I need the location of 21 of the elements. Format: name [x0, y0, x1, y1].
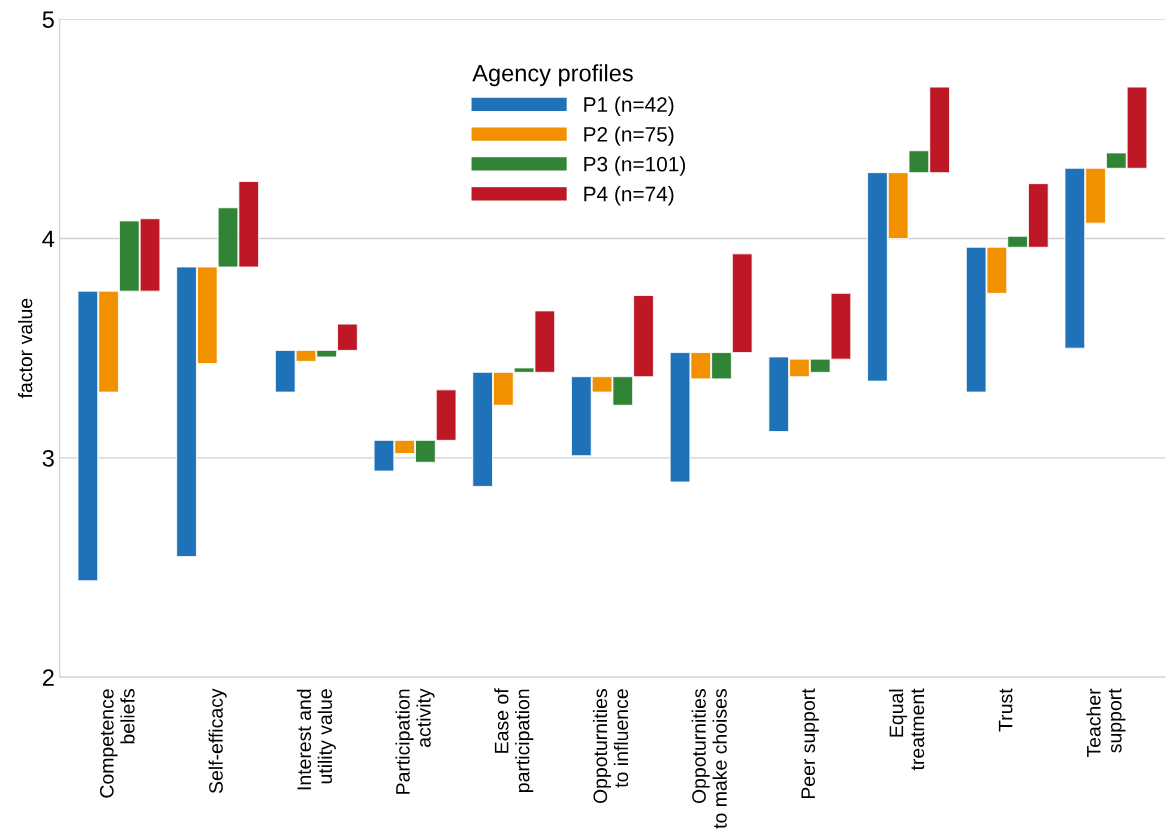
- x-tick-label: Teacher support: [1086, 688, 1126, 758]
- x-tick-label: Equal treatment: [888, 688, 925, 771]
- x-tick-label: Peer support: [801, 688, 819, 799]
- legend-label: P2 (n=75): [584, 126, 674, 146]
- x-tick-label: Trust: [998, 688, 1013, 732]
- x-tick-label: Oppoturnities to influence: [592, 689, 629, 804]
- y-tick-label: 3: [42, 449, 54, 467]
- x-tick-label: Competence beliefs: [99, 689, 135, 798]
- legend-title: Agency profiles: [472, 64, 633, 87]
- y-tick-label: 2: [42, 669, 54, 686]
- legend-label: P1 (n=42): [584, 96, 674, 117]
- x-tick-label: Participation activity: [395, 688, 435, 794]
- x-tick-label: Oppoturnities to make choises: [691, 689, 727, 829]
- y-tick-label: 5: [42, 11, 54, 28]
- y-tick-label: 4: [42, 230, 55, 248]
- x-tick-label: Self-efficacy: [208, 688, 227, 794]
- x-tick-label: Ease of participation: [494, 688, 534, 792]
- legend-label: P4 (n=74): [584, 186, 674, 206]
- y-axis-title: factor value: [18, 298, 33, 399]
- x-tick-label: Interest and utility value: [296, 689, 336, 790]
- legend-label: P3 (n=101): [584, 156, 686, 176]
